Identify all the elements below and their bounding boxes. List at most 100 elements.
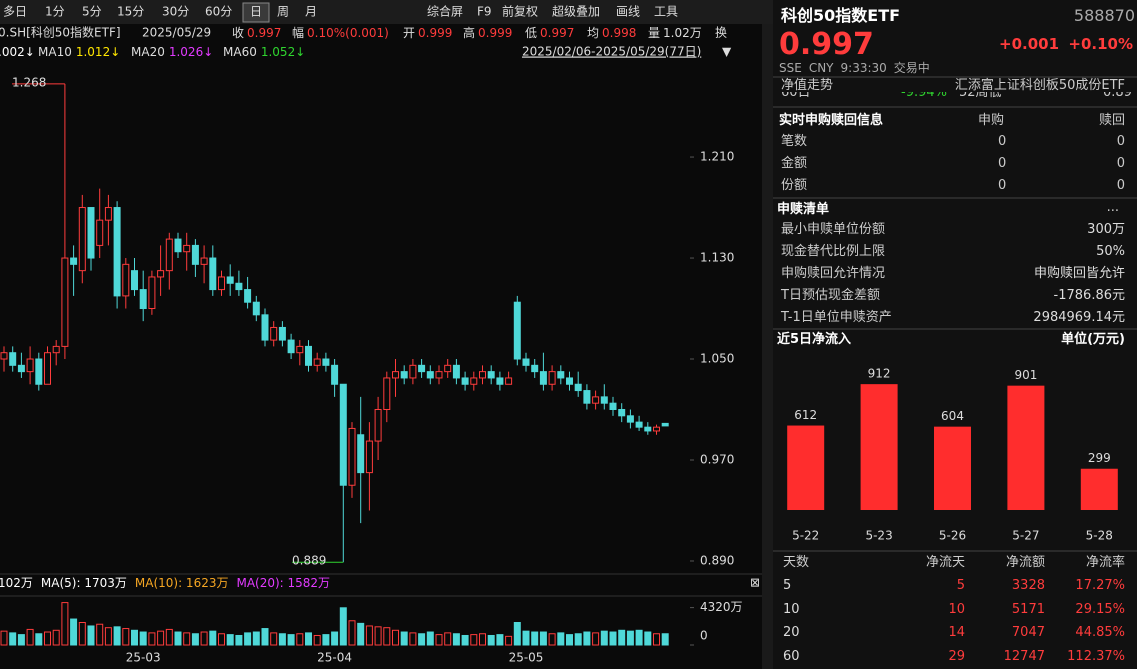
volume-bar — [592, 632, 600, 646]
volume-bar — [348, 620, 356, 646]
arrow-button[interactable]: ▼ — [722, 45, 732, 59]
tool-button[interactable]: 前复权 — [502, 4, 538, 19]
quote-field: 低 0.997 — [525, 26, 574, 40]
period-tab[interactable]: 月 — [305, 5, 317, 19]
y-tick-label: 0.970 — [700, 452, 734, 466]
volume-bar — [226, 634, 234, 646]
row-value: 0 — [1116, 156, 1125, 171]
candle-body — [261, 314, 269, 341]
candle-body — [470, 377, 478, 385]
candle-body — [635, 421, 643, 428]
candle-body — [122, 263, 130, 297]
period-tab[interactable]: 日 — [250, 5, 262, 19]
volume-bar — [252, 631, 260, 646]
candle-body — [592, 396, 600, 404]
quote-value: 1.02万 — [663, 26, 702, 40]
bar — [934, 426, 971, 510]
nav-label[interactable]: 净值走势 — [781, 78, 834, 93]
period-tab[interactable]: 5分 — [82, 5, 102, 19]
quote-field: 量 1.02万 — [648, 26, 702, 40]
row-label: 份额 — [781, 178, 808, 193]
volume-bar — [600, 630, 608, 646]
volume-bar — [644, 631, 652, 646]
candle-body — [113, 207, 121, 297]
volume-legend-item: MA(5): 1703万 — [41, 576, 127, 590]
close-button[interactable]: ⊠ — [750, 576, 760, 590]
candle-body — [287, 339, 295, 354]
ma-value: 1.026↓ — [169, 45, 213, 59]
volume-legend-item: 102万 — [0, 576, 33, 590]
row-value: 0 — [1116, 178, 1125, 193]
volume-bar — [218, 633, 225, 646]
candle-body — [661, 422, 669, 427]
candle-body — [365, 440, 373, 474]
candle-body — [505, 377, 513, 385]
quote-value: 0.997 — [247, 26, 281, 40]
more-button[interactable]: ... — [1106, 200, 1119, 215]
bar — [1080, 468, 1118, 510]
table-cell: 44.85% — [1075, 625, 1125, 640]
tool-button[interactable]: 综合屏 — [427, 4, 463, 19]
candle-body — [305, 345, 312, 366]
ma-value: .002↓ — [0, 45, 35, 59]
table-cell: 14 — [948, 625, 965, 640]
period-tab[interactable]: 多日 — [3, 5, 27, 19]
table-cell: 112.37% — [1067, 648, 1125, 664]
candle-body — [374, 409, 382, 442]
candle-body — [87, 207, 95, 259]
volume-bar — [174, 631, 182, 646]
candle-body — [0, 352, 8, 360]
volume-bar — [513, 622, 521, 646]
volume-legend-item: MA(20): 1582万 — [236, 576, 330, 590]
period-tab[interactable]: 周 — [277, 5, 289, 19]
candle-body — [244, 289, 252, 303]
change-pct: +0.10% — [1068, 35, 1133, 53]
tool-button[interactable]: 画线 — [616, 5, 640, 19]
period-tab[interactable]: 30分 — [162, 5, 189, 19]
table-cell: 5 — [956, 578, 965, 593]
period-tab[interactable]: 1分 — [45, 5, 65, 19]
volume-bar — [365, 625, 373, 646]
quote-date: 2025/05/29 — [142, 26, 211, 40]
partial-cell: 0.89 — [1103, 92, 1132, 100]
fund-fullname: 汇添富上证科创板50成份ETF — [954, 78, 1125, 93]
candle-body — [461, 377, 469, 385]
bar — [1007, 385, 1045, 510]
volume-legend-item: MA(10): 1623万 — [135, 576, 229, 590]
row-value: 申购赎回皆允许 — [1033, 266, 1125, 281]
period-tab[interactable]: 60分 — [205, 5, 232, 19]
row-value: 0 — [1116, 134, 1125, 149]
volume-bar — [539, 631, 547, 646]
candle-body — [435, 371, 443, 379]
volume-bar — [322, 634, 330, 646]
row-label: T日预估现金差额 — [781, 288, 880, 303]
tool-button[interactable]: 超级叠加 — [552, 4, 600, 19]
candle-body — [235, 282, 243, 291]
selected-period-box — [242, 2, 270, 23]
volume-bar — [618, 629, 626, 646]
volume-bar — [165, 628, 173, 646]
quote-value: 0.997 — [540, 26, 574, 40]
status-item: 9:33:30 — [840, 61, 887, 75]
period-tab[interactable]: 15分 — [117, 5, 144, 19]
candle-body — [139, 289, 147, 310]
column-head: 赎回 — [1098, 113, 1125, 128]
volume-bar — [548, 633, 556, 646]
candle-body — [322, 358, 330, 366]
bar — [787, 425, 825, 510]
date-range[interactable]: 2025/02/06-2025/05/29(77日) — [522, 45, 701, 59]
volume-bar — [566, 634, 573, 646]
quote-label: 均 — [587, 26, 599, 40]
volume-bar — [35, 633, 43, 646]
ma-name: MA60 — [223, 45, 257, 59]
volume-bar — [531, 631, 539, 646]
volume-bar — [305, 632, 312, 646]
tool-button[interactable]: 工具 — [654, 5, 678, 19]
tool-button[interactable]: F9 — [477, 5, 492, 19]
volume-bar — [461, 634, 469, 646]
volume-bar — [139, 631, 147, 646]
table-cell: 29 — [948, 648, 965, 664]
column-head: 净流天 — [925, 555, 965, 570]
volume-bar — [61, 602, 69, 646]
candle-body — [522, 358, 530, 366]
